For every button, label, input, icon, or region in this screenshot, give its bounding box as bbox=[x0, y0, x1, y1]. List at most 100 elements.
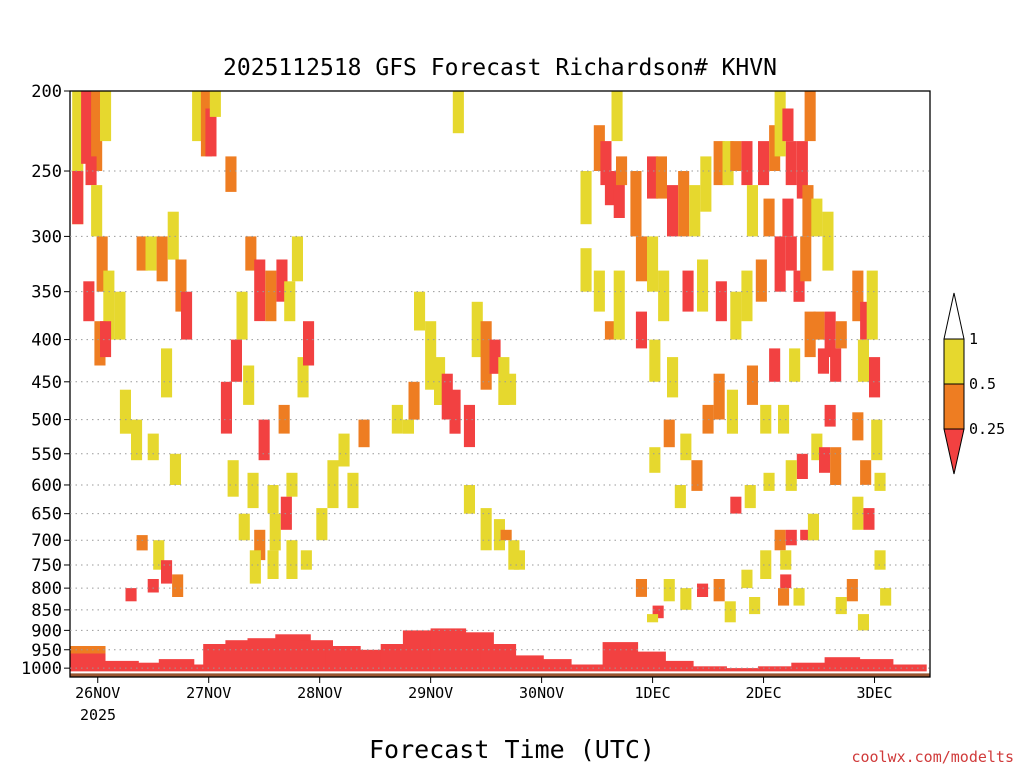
y-tick-label: 550 bbox=[31, 445, 62, 465]
richardson-cell bbox=[236, 291, 248, 340]
pressure-gridlines bbox=[70, 170, 930, 669]
richardson-cell bbox=[513, 550, 525, 570]
richardson-cell bbox=[822, 211, 834, 271]
richardson-cell bbox=[167, 211, 179, 260]
richardson-cell bbox=[635, 311, 647, 349]
y-tick-label: 950 bbox=[31, 641, 62, 661]
richardson-cell bbox=[869, 357, 881, 398]
richardson-cell bbox=[667, 357, 679, 398]
richardson-cell bbox=[635, 579, 647, 597]
richardson-cell bbox=[796, 453, 808, 479]
richardson-cell bbox=[225, 156, 237, 192]
richardson-cell bbox=[220, 381, 232, 434]
richardson-cell bbox=[782, 198, 794, 237]
plot-frame bbox=[69, 90, 931, 678]
richardson-cell bbox=[347, 472, 359, 509]
richardson-cell bbox=[611, 91, 623, 142]
richardson-cell bbox=[715, 281, 727, 322]
legend-colorbar: 1 0.5 0.25 bbox=[943, 292, 1005, 475]
boundary-layer-cell bbox=[724, 668, 761, 674]
boundary-layer-cell bbox=[536, 659, 572, 674]
legend-label: 0.25 bbox=[969, 420, 1005, 438]
richardson-cell bbox=[230, 339, 242, 382]
richardson-cell bbox=[807, 513, 819, 541]
richardson-cell bbox=[161, 560, 173, 584]
richardson-cell bbox=[181, 291, 193, 340]
y-tick-label: 350 bbox=[31, 283, 62, 303]
boundary-layer-cell bbox=[508, 655, 544, 674]
richardson-cell bbox=[800, 236, 812, 282]
richardson-cell bbox=[863, 508, 875, 530]
richardson-cell bbox=[857, 339, 869, 382]
richardson-cell bbox=[758, 141, 770, 186]
richardson-cell bbox=[763, 198, 775, 237]
richardson-cell bbox=[91, 185, 103, 237]
richardson-cell bbox=[713, 141, 725, 186]
richardson-cell bbox=[269, 513, 281, 551]
richardson-cell bbox=[860, 301, 872, 340]
boundary-layer-cell bbox=[857, 659, 894, 674]
richardson-cell bbox=[866, 270, 878, 340]
richardson-cell bbox=[425, 321, 437, 390]
boundary-layer-cell bbox=[125, 662, 161, 674]
richardson-cell bbox=[489, 339, 501, 374]
richardson-cell bbox=[391, 404, 403, 434]
richardson-cell bbox=[824, 311, 836, 358]
richardson-cell bbox=[778, 588, 790, 606]
richardson-cell bbox=[284, 281, 296, 322]
y-tick-label: 450 bbox=[31, 373, 62, 393]
richardson-cell bbox=[327, 460, 339, 509]
richardson-cell bbox=[175, 259, 187, 312]
richardson-cell bbox=[802, 185, 814, 237]
richardson-cell bbox=[580, 248, 592, 292]
richardson-cell bbox=[647, 614, 659, 623]
richardson-cell bbox=[267, 550, 279, 579]
richardson-cell bbox=[811, 433, 823, 461]
richardson-cell bbox=[778, 404, 790, 434]
richardson-cell bbox=[793, 270, 805, 302]
ground-layer bbox=[70, 672, 930, 677]
x-tick-label: 1DEC bbox=[635, 684, 671, 702]
y-tick-label: 750 bbox=[31, 556, 62, 576]
richardson-cell bbox=[785, 236, 797, 271]
richardson-cell bbox=[769, 348, 781, 382]
richardson-cell bbox=[508, 540, 520, 570]
x-axis-label: Forecast Time (UTC) bbox=[369, 735, 655, 764]
richardson-cell bbox=[147, 433, 159, 461]
richardson-cell bbox=[278, 404, 290, 434]
richardson-cell bbox=[136, 535, 148, 551]
richardson-cell bbox=[789, 348, 801, 382]
richardson-cell bbox=[760, 550, 772, 579]
richardson-cell bbox=[800, 529, 812, 541]
richardson-cell bbox=[755, 259, 767, 302]
richardson-cell bbox=[746, 185, 758, 237]
richardson-cell bbox=[96, 236, 108, 292]
y-axis-ticks: 200 250 300 350 400 450 500 550 600 650 700 750 8008… bbox=[21, 82, 70, 679]
richardson-cell bbox=[678, 171, 690, 237]
richardson-cell bbox=[449, 389, 461, 434]
boundary-layer-cell bbox=[791, 662, 827, 674]
x-tick-label: 29NOV bbox=[408, 684, 453, 702]
richardson-cell bbox=[493, 519, 505, 551]
richardson-cell bbox=[147, 579, 159, 593]
richardson-cell bbox=[593, 125, 605, 171]
legend-arrow-bottom bbox=[943, 428, 965, 475]
richardson-cell bbox=[94, 321, 106, 366]
richardson-cell bbox=[125, 588, 137, 602]
richardson-cell bbox=[804, 311, 816, 358]
richardson-cell bbox=[780, 550, 792, 570]
richardson-cell bbox=[338, 433, 350, 467]
richardson-cell bbox=[131, 419, 143, 461]
richardson-cell bbox=[119, 389, 131, 434]
richardson-cell bbox=[713, 579, 725, 602]
richardson-cell bbox=[774, 91, 786, 157]
richardson-cell bbox=[227, 460, 239, 497]
richardson-cell bbox=[830, 447, 842, 485]
y-tick-label: 400 bbox=[31, 331, 62, 351]
richardson-cell bbox=[647, 156, 659, 199]
richardson-cell bbox=[600, 141, 612, 186]
richardson-cell bbox=[593, 270, 605, 312]
boundary-layer-cell bbox=[630, 651, 666, 674]
boundary-layer-cell bbox=[691, 666, 727, 674]
x-tick-label: 28NOV bbox=[297, 684, 342, 702]
